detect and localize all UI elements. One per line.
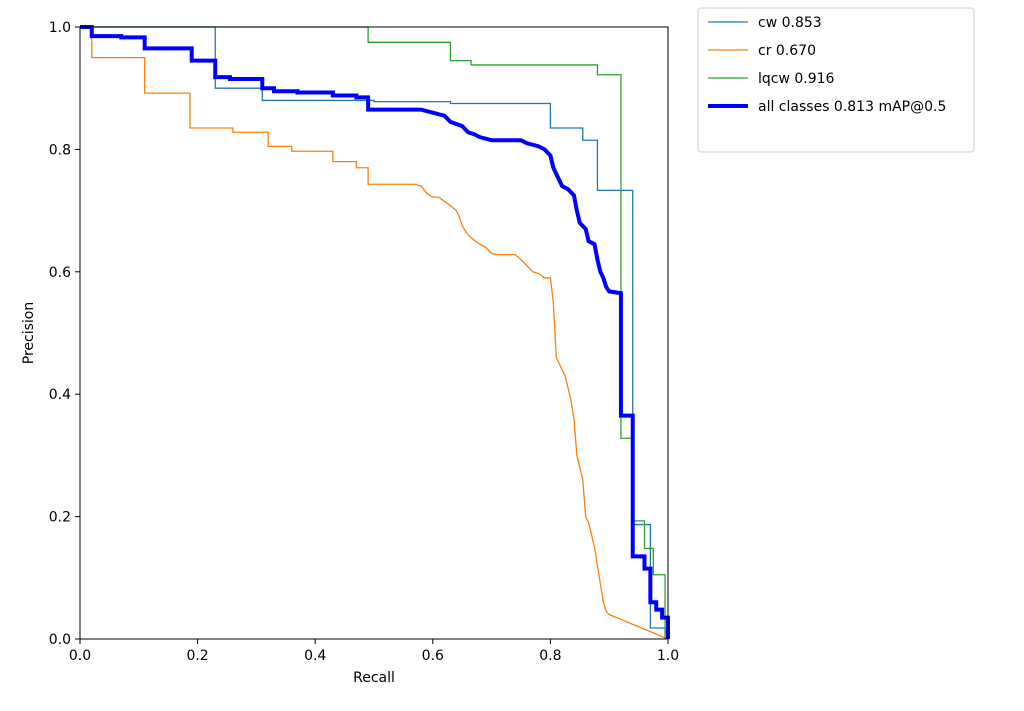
plot-frame (79, 26, 669, 640)
series-line-0 (80, 26, 669, 640)
x-axis-label: Recall (353, 670, 395, 686)
y-axis-label: Precision (21, 302, 37, 364)
legend-entry-3: all classes 0.813 mAP@0.5 (758, 99, 946, 115)
y-tick-label: 0.0 (49, 632, 71, 648)
series-layer (80, 25, 670, 640)
series-line-1 (80, 26, 669, 640)
y-tick-label: 0.6 (49, 265, 71, 281)
x-tick-label: 0.6 (422, 648, 444, 664)
legend-entry-2: lqcw 0.916 (758, 71, 835, 87)
y-tick-label: 0.2 (49, 510, 71, 526)
x-tick-label: 0.2 (186, 648, 208, 664)
x-tick-label: 0.4 (304, 648, 326, 664)
legend-entry-0: cw 0.853 (758, 15, 822, 31)
x-tick-label: 1.0 (657, 648, 679, 664)
legend-box (697, 7, 975, 153)
x-tick-label: 0.8 (539, 648, 561, 664)
x-tick-label: 0.0 (69, 648, 91, 664)
y-tick-label: 1.0 (49, 20, 71, 36)
y-tick-label: 0.4 (49, 387, 71, 403)
series-line-2 (80, 26, 666, 639)
y-tick-label: 0.8 (49, 142, 71, 158)
legend: cw 0.853 cr 0.670 lqcw 0.916 all classes 0.… (697, 7, 975, 153)
series-line-3 (80, 25, 670, 639)
legend-entry-1: cr 0.670 (758, 43, 816, 59)
ticks-layer: 0.0 0.2 0.4 0.6 0.8 1.0 0.0 0.2 0.4 0.6 0.8 1.0 (49, 20, 679, 664)
